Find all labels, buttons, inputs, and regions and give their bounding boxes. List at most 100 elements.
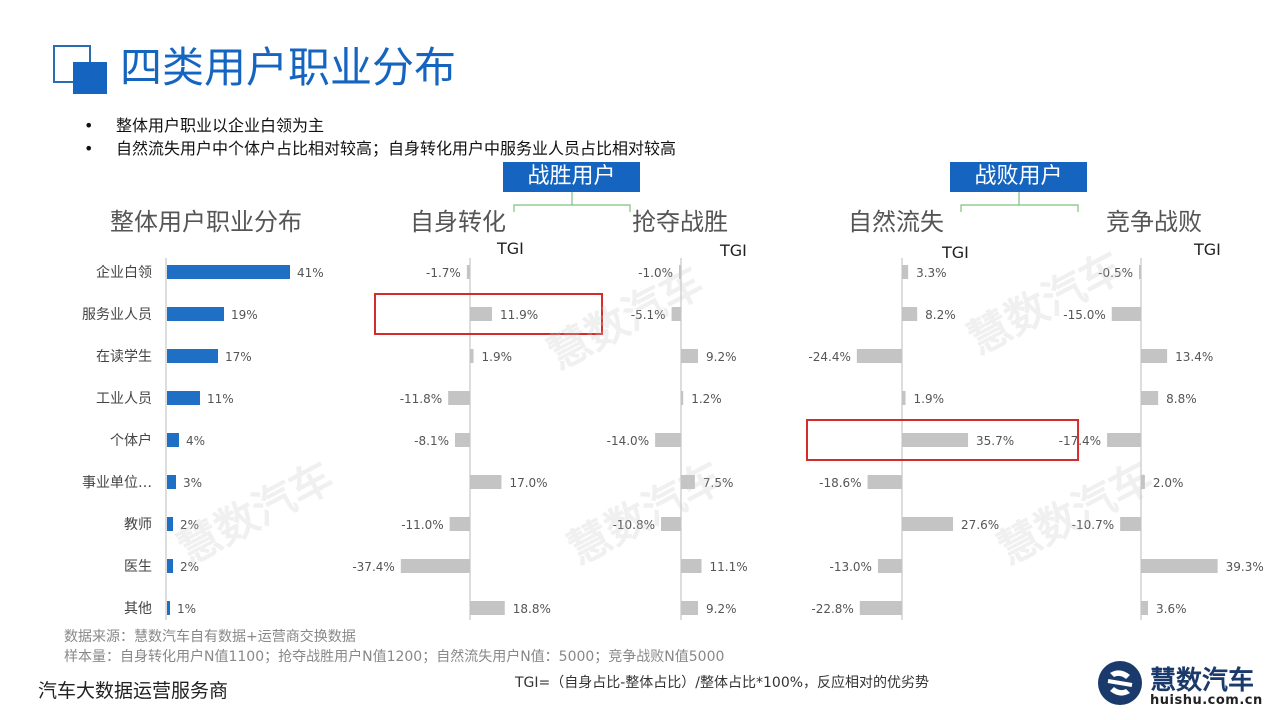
bullet-list: • 整体用户职业以企业白领为主 • 自然流失用户中个体户占比相对较高；自身转化用户中… <box>84 114 676 160</box>
bar <box>859 601 902 615</box>
data-label: -14.0% <box>607 434 649 448</box>
category-label: 事业单位… <box>82 475 152 491</box>
category-label: 其他 <box>124 601 152 617</box>
bar <box>167 307 224 321</box>
data-label: -0.5% <box>1098 266 1133 280</box>
bar <box>470 307 493 321</box>
data-label: -8.1% <box>414 434 449 448</box>
data-label: 3.3% <box>916 266 947 280</box>
panel-title-natural-loss: 自然流失 <box>848 208 944 236</box>
logo-icon <box>1098 661 1142 705</box>
win-group-label: 战胜用户 <box>503 162 640 192</box>
bar <box>466 265 470 279</box>
data-label: -13.0% <box>829 560 871 574</box>
bar <box>681 475 695 489</box>
tgi-label: TGI <box>720 241 747 260</box>
highlight-box <box>806 419 1080 461</box>
data-label: 41% <box>297 266 324 280</box>
title-decoration-fill <box>73 62 107 94</box>
category-label: 医生 <box>124 559 152 575</box>
panel-title-overall: 整体用户职业分布 <box>110 208 302 236</box>
slide-title: 四类用户职业分布 <box>120 43 457 92</box>
data-label: -24.4% <box>808 350 850 364</box>
footer-notes: 数据来源：慧数汽车自有数据+运营商交换数据 样本量：自身转化用户N值1100；抢… <box>64 627 724 667</box>
data-label: 1.9% <box>914 392 945 406</box>
data-label: 8.8% <box>1166 392 1197 406</box>
bar <box>167 559 173 573</box>
sample-size: 样本量：自身转化用户N值1100；抢夺战胜用户N值1200；自然流失用户N值：5… <box>64 649 725 665</box>
bullet-item: • 自然流失用户中个体户占比相对较高；自身转化用户中服务业人员占比相对较高 <box>84 139 677 158</box>
data-label: 1.9% <box>482 350 513 364</box>
data-label: 9.2% <box>706 602 737 616</box>
data-label: 11% <box>207 392 234 406</box>
bar <box>1141 475 1145 489</box>
category-label: 在读学生 <box>96 348 152 365</box>
bar <box>470 601 505 615</box>
bar <box>167 391 200 405</box>
lose-group-label: 战败用户 <box>950 162 1087 192</box>
bar <box>167 601 170 615</box>
bar <box>1141 391 1159 405</box>
data-label: -17.4% <box>1059 434 1101 448</box>
bar <box>671 307 681 321</box>
bar <box>167 475 176 489</box>
bar <box>1107 433 1141 447</box>
data-label: -15.0% <box>1063 308 1105 322</box>
bullet-text: 自然流失用户中个体户占比相对较高；自身转化用户中服务业人员占比相对较高 <box>116 139 677 158</box>
bullet-text: 整体用户职业以企业白领为主 <box>116 116 325 135</box>
data-label: 3.6% <box>1156 602 1187 616</box>
data-label: 8.2% <box>925 308 956 322</box>
data-label: -1.0% <box>638 266 673 280</box>
bar <box>902 433 969 447</box>
data-label: 7.5% <box>703 476 734 490</box>
data-label: -5.1% <box>631 308 666 322</box>
tgi-formula: TGI=（自身占比-整体占比）/整体占比*100%，反应相对的优劣势 <box>515 675 930 691</box>
category-label: 工业人员 <box>96 391 152 407</box>
data-label: 17% <box>225 350 252 364</box>
bar <box>856 349 902 363</box>
bar <box>867 475 902 489</box>
bar <box>902 517 954 531</box>
panel-title-self-convert: 自身转化 <box>410 208 506 236</box>
category-label: 教师 <box>124 517 152 533</box>
data-label: -1.7% <box>426 266 461 280</box>
panel-title-competitive-loss: 竞争战败 <box>1106 208 1202 236</box>
bar <box>902 307 918 321</box>
logo-url: huishu.com.cn <box>1150 693 1263 708</box>
data-label: -10.8% <box>613 518 655 532</box>
data-label: 27.6% <box>961 518 999 532</box>
bar <box>679 265 681 279</box>
tgi-label: TGI <box>1194 240 1221 259</box>
bar <box>167 517 173 531</box>
tgi-label: TGI <box>497 239 524 258</box>
bar <box>1141 601 1149 615</box>
data-label: 1.2% <box>691 392 722 406</box>
panel-title-capture-win: 抢夺战胜 <box>632 208 728 236</box>
data-label: 17.0% <box>509 476 547 490</box>
category-label: 企业白领 <box>96 264 152 281</box>
data-label: 39.3% <box>1226 560 1264 574</box>
bar <box>470 475 502 489</box>
data-label: -11.8% <box>400 392 442 406</box>
data-label: 11.9% <box>500 308 538 322</box>
bar <box>681 601 699 615</box>
bar <box>448 391 470 405</box>
bar <box>470 349 474 363</box>
highlight-box <box>374 293 604 335</box>
bar <box>167 265 290 279</box>
logo-name: 慧数汽车 <box>1150 666 1255 696</box>
data-label: 19% <box>231 308 258 322</box>
data-label: 2% <box>180 518 199 532</box>
bar <box>681 559 702 573</box>
category-label: 服务业人员 <box>82 307 152 323</box>
bar <box>1120 517 1141 531</box>
data-label: 4% <box>186 434 205 448</box>
data-label: 1% <box>177 602 196 616</box>
data-label: 11.1% <box>710 560 748 574</box>
bullet-item: • 整体用户职业以企业白领为主 <box>84 116 325 135</box>
data-label: 18.8% <box>513 602 551 616</box>
bar <box>655 433 681 447</box>
bar <box>661 517 681 531</box>
